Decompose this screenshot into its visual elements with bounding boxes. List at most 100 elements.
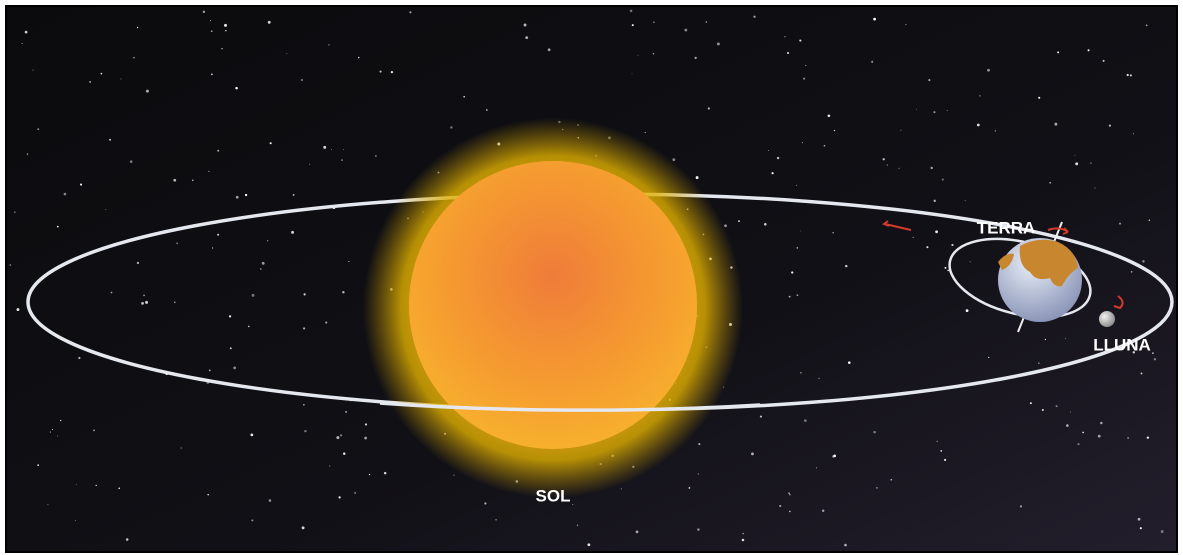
star: [174, 302, 175, 303]
star: [1090, 162, 1091, 163]
star: [995, 130, 996, 131]
star: [141, 302, 144, 305]
star: [217, 234, 219, 236]
star: [900, 130, 901, 131]
star: [260, 268, 261, 269]
star: [848, 361, 851, 364]
star: [9, 264, 11, 266]
star: [645, 132, 646, 133]
star: [784, 36, 785, 37]
star: [211, 73, 213, 75]
star: [76, 484, 77, 485]
star: [751, 452, 754, 455]
star: [787, 52, 789, 54]
star: [1030, 402, 1032, 404]
star: [1045, 339, 1046, 340]
star: [250, 434, 253, 437]
star: [208, 171, 209, 172]
star: [1140, 527, 1142, 529]
star: [871, 61, 873, 63]
star: [777, 157, 779, 159]
star: [181, 448, 182, 449]
star: [105, 209, 106, 210]
star: [1042, 409, 1044, 411]
moon-label: LLUNA: [1093, 335, 1151, 354]
star: [212, 247, 213, 248]
star: [309, 164, 310, 165]
star: [799, 40, 801, 42]
star: [698, 443, 700, 445]
star: [80, 183, 82, 185]
star: [979, 95, 980, 96]
star: [1056, 405, 1058, 407]
star: [1127, 437, 1129, 439]
star: [934, 200, 936, 202]
star: [203, 11, 205, 13]
star: [235, 87, 238, 90]
star: [833, 232, 834, 233]
star: [587, 543, 590, 546]
star: [484, 502, 486, 504]
star: [913, 237, 914, 238]
star: [1074, 155, 1075, 156]
star: [143, 294, 145, 296]
star: [632, 24, 634, 26]
sun-label: SOL: [536, 486, 571, 505]
star: [210, 20, 211, 21]
star: [1049, 182, 1051, 184]
star: [800, 231, 801, 232]
star: [27, 153, 28, 154]
star: [364, 437, 367, 440]
star: [1095, 188, 1096, 189]
star: [916, 109, 917, 110]
star: [301, 79, 303, 81]
star: [653, 53, 655, 55]
star: [229, 315, 231, 317]
star: [800, 372, 801, 373]
star: [245, 194, 247, 196]
star: [965, 200, 966, 201]
star: [14, 211, 16, 213]
star: [1142, 260, 1144, 262]
star: [876, 487, 878, 489]
star: [495, 519, 497, 521]
star: [1082, 432, 1084, 434]
star: [689, 487, 691, 489]
star: [302, 526, 305, 529]
star: [486, 109, 488, 111]
star: [805, 65, 806, 66]
star: [303, 404, 304, 405]
star: [358, 57, 360, 59]
star: [1133, 133, 1134, 134]
star: [331, 149, 332, 150]
star: [926, 246, 928, 248]
star: [126, 538, 129, 541]
star: [64, 193, 67, 196]
star: [1149, 220, 1150, 221]
star: [873, 431, 876, 434]
star: [804, 419, 807, 422]
star: [764, 223, 767, 226]
star: [753, 16, 755, 18]
star: [632, 73, 633, 74]
star: [380, 71, 382, 73]
star: [348, 261, 349, 262]
star: [931, 167, 933, 169]
star: [230, 347, 232, 349]
star: [354, 492, 356, 494]
star: [779, 505, 781, 507]
star: [1109, 124, 1111, 126]
star: [698, 473, 699, 474]
star: [822, 510, 824, 512]
star: [816, 467, 817, 468]
star: [270, 142, 272, 144]
star: [1077, 443, 1079, 445]
star: [375, 155, 376, 156]
star: [935, 230, 938, 233]
star: [887, 164, 889, 166]
star: [525, 36, 528, 39]
star: [111, 292, 113, 294]
star: [951, 244, 953, 246]
star: [1065, 338, 1066, 339]
star: [653, 21, 655, 23]
